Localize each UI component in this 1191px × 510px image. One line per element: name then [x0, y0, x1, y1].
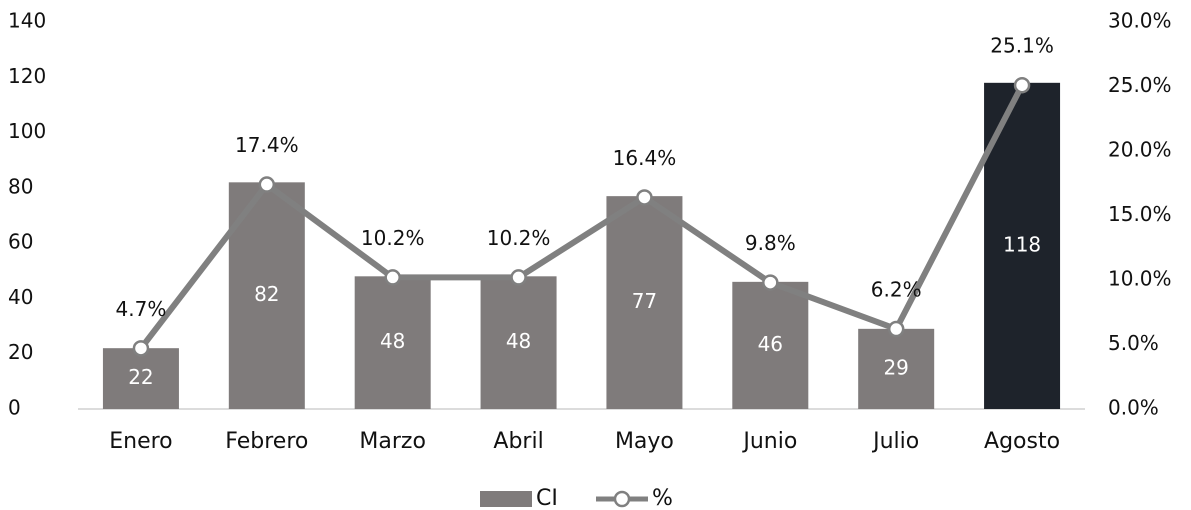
- marker: [132, 340, 150, 357]
- bar: [102, 348, 179, 409]
- x-tick-label: Julio: [871, 429, 919, 454]
- data-label: 10.2%: [361, 226, 425, 250]
- data-label: 77: [632, 289, 657, 313]
- bar: [858, 328, 935, 409]
- bar: [354, 276, 431, 409]
- data-label: 29: [883, 355, 908, 379]
- line: [138, 83, 1025, 351]
- y-tick-label: 20: [8, 340, 33, 364]
- y-tick-label: 120: [8, 64, 46, 88]
- bar: [732, 281, 809, 409]
- marker: [887, 320, 905, 338]
- y2-tick-label: 10.0%: [1108, 267, 1172, 291]
- data-label: 10.2%: [487, 226, 551, 250]
- bar: [480, 276, 557, 409]
- y2-tick-label: 20.0%: [1108, 138, 1172, 162]
- data-label: 25.1%: [990, 34, 1054, 58]
- marker: [510, 269, 527, 286]
- data-label: 48: [506, 329, 531, 353]
- y2-tick-label: 0.0%: [1108, 396, 1159, 420]
- legend-marker: [613, 490, 631, 508]
- x-tick-label: Abril: [493, 429, 543, 454]
- marker: [762, 274, 779, 291]
- x-tick-label: Enero: [109, 429, 172, 454]
- marker: [384, 269, 401, 286]
- bar: [606, 196, 683, 409]
- data-label: 9.8%: [745, 231, 796, 255]
- x-tick-label: Mayo: [615, 429, 674, 454]
- y2-tick-label: 5.0%: [1108, 331, 1159, 355]
- x-tick-label: Febrero: [225, 429, 308, 454]
- data-label: 22: [128, 365, 153, 389]
- marker: [1013, 76, 1031, 94]
- data-label: 46: [758, 332, 783, 356]
- y2-tick-label: 30.0%: [1108, 9, 1172, 33]
- y-tick-label: 80: [8, 174, 33, 198]
- y-tick-label: 0: [8, 396, 21, 420]
- marker: [258, 176, 276, 193]
- legend-label: CI: [536, 486, 558, 510]
- y2-tick-label: 15.0%: [1108, 202, 1172, 226]
- y-tick-label: 140: [8, 9, 46, 33]
- y-tick-label: 60: [8, 230, 33, 254]
- data-label: 82: [254, 282, 279, 306]
- data-label: 6.2%: [871, 278, 922, 302]
- y-tick-label: 40: [8, 285, 33, 309]
- data-label: 48: [380, 329, 405, 353]
- x-tick-label: Agosto: [984, 429, 1060, 454]
- data-label: 16.4%: [613, 146, 677, 170]
- data-label: 4.7%: [116, 297, 167, 321]
- x-tick-label: Marzo: [359, 429, 426, 454]
- x-tick-label: Junio: [741, 429, 797, 454]
- legend-swatch: [480, 491, 532, 507]
- legend-label: %: [652, 486, 673, 510]
- marker: [636, 189, 653, 206]
- y-tick-label: 100: [8, 119, 46, 143]
- data-label: 118: [1003, 232, 1041, 256]
- data-label: 17.4%: [235, 133, 299, 157]
- y2-tick-label: 25.0%: [1108, 73, 1172, 97]
